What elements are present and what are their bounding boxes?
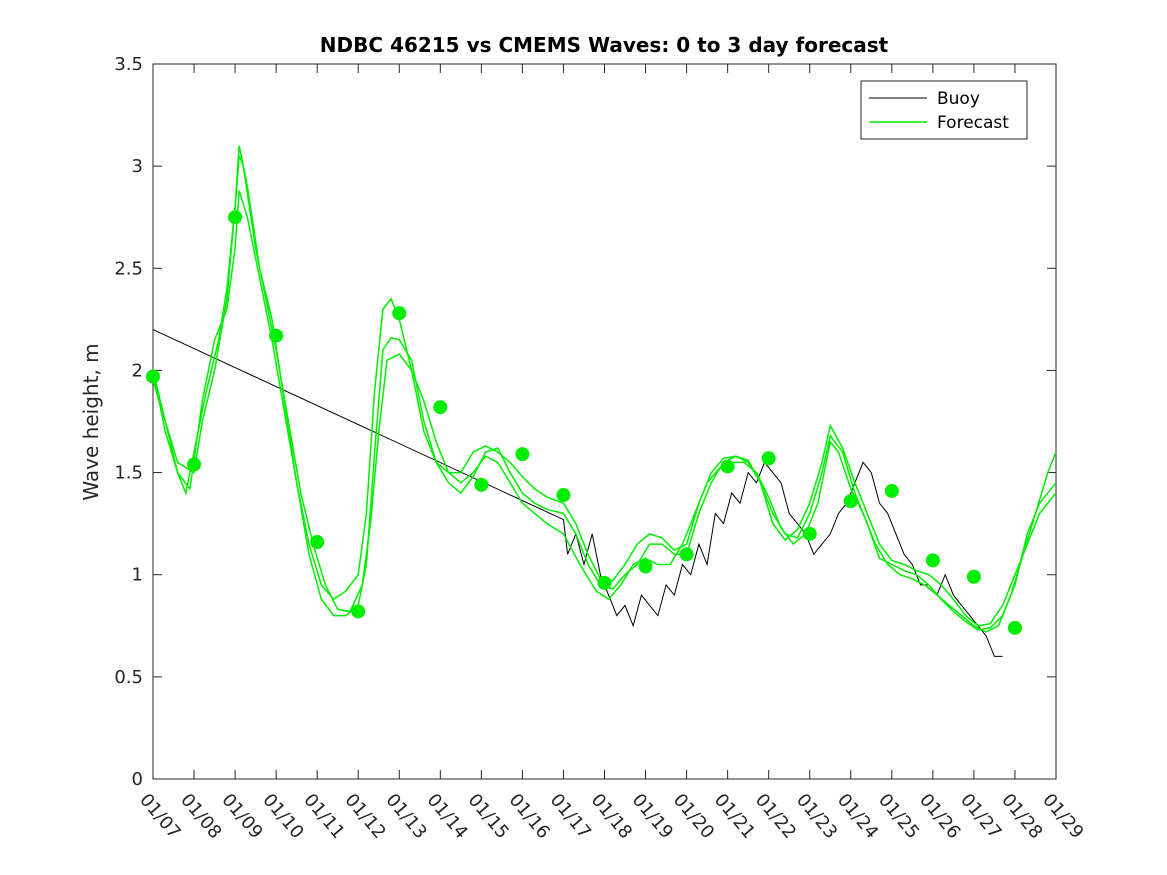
forecast-marker [187, 457, 202, 472]
forecast-marker [474, 477, 489, 492]
chart-title: NDBC 46215 vs CMEMS Waves: 0 to 3 day fo… [320, 33, 889, 57]
x-tick-label: 01/07 [135, 790, 184, 843]
x-tick-label: 01/16 [505, 790, 554, 843]
plot-box [152, 63, 1057, 780]
x-tick-label: 01/29 [1038, 790, 1087, 843]
legend-buoy-label: Buoy [937, 89, 980, 109]
y-tick-label: 1.5 [114, 463, 143, 484]
x-tick-label: 01/23 [792, 790, 841, 843]
x-tick-label: 01/11 [299, 790, 348, 843]
x-tick-label: 01/25 [874, 790, 923, 843]
forecast-marker [761, 451, 776, 466]
x-tick-label: 01/14 [422, 790, 471, 843]
forecast-marker [843, 494, 858, 509]
x-tick-label: 01/15 [464, 790, 513, 843]
x-tick-label: 01/24 [833, 790, 882, 843]
legend-forecast-label: Forecast [937, 113, 1009, 133]
y-tick-label: 3 [132, 156, 143, 177]
forecast-marker [269, 328, 284, 343]
plot-area: 00.511.522.533.501/0701/0801/0901/1001/1… [114, 54, 1087, 843]
forecast-marker [802, 526, 817, 541]
forecast-marker [720, 459, 735, 474]
y-tick-label: 3.5 [114, 54, 143, 75]
x-tick-label: 01/21 [710, 790, 759, 843]
buoy-series-line [152, 329, 1003, 657]
x-tick-label: 01/22 [751, 790, 800, 843]
x-tick-label: 01/18 [587, 790, 636, 843]
forecast-marker [515, 447, 530, 462]
x-tick-label: 01/28 [997, 790, 1046, 843]
x-tick-label: 01/13 [381, 790, 430, 843]
x-tick-label: 01/27 [956, 790, 1005, 843]
forecast-marker [884, 483, 899, 498]
forecast-marker [556, 488, 571, 503]
forecast-series-line [152, 190, 1057, 627]
y-tick-label: 2.5 [114, 258, 143, 279]
y-axis-label: Wave height, m [79, 343, 103, 500]
forecast-marker [310, 535, 325, 550]
y-tick-label: 0 [132, 769, 143, 790]
forecast-marker [638, 559, 653, 574]
x-tick-label: 01/08 [176, 790, 225, 843]
legend: Buoy Forecast [860, 80, 1028, 140]
x-tick-label: 01/10 [258, 790, 307, 843]
forecast-marker [392, 306, 407, 321]
forecast-marker [1007, 620, 1022, 635]
x-tick-label: 01/20 [669, 790, 718, 843]
forecast-marker [433, 400, 448, 415]
x-tick-label: 01/17 [546, 790, 595, 843]
x-tick-label: 01/12 [340, 790, 389, 843]
forecast-marker [679, 547, 694, 562]
forecast-marker [351, 604, 366, 619]
y-tick-label: 1 [132, 565, 143, 586]
forecast-marker [966, 569, 981, 584]
x-tick-label: 01/26 [915, 790, 964, 843]
x-tick-label: 01/09 [217, 790, 266, 843]
x-tick-label: 01/19 [628, 790, 677, 843]
legend-box [860, 80, 1028, 140]
forecast-marker [146, 369, 160, 384]
forecast-series-line [152, 155, 1057, 633]
forecast-marker [228, 210, 243, 225]
y-tick-label: 0.5 [114, 667, 143, 688]
y-tick-label: 2 [132, 360, 143, 381]
forecast-marker [597, 575, 612, 590]
forecast-marker [925, 553, 940, 568]
